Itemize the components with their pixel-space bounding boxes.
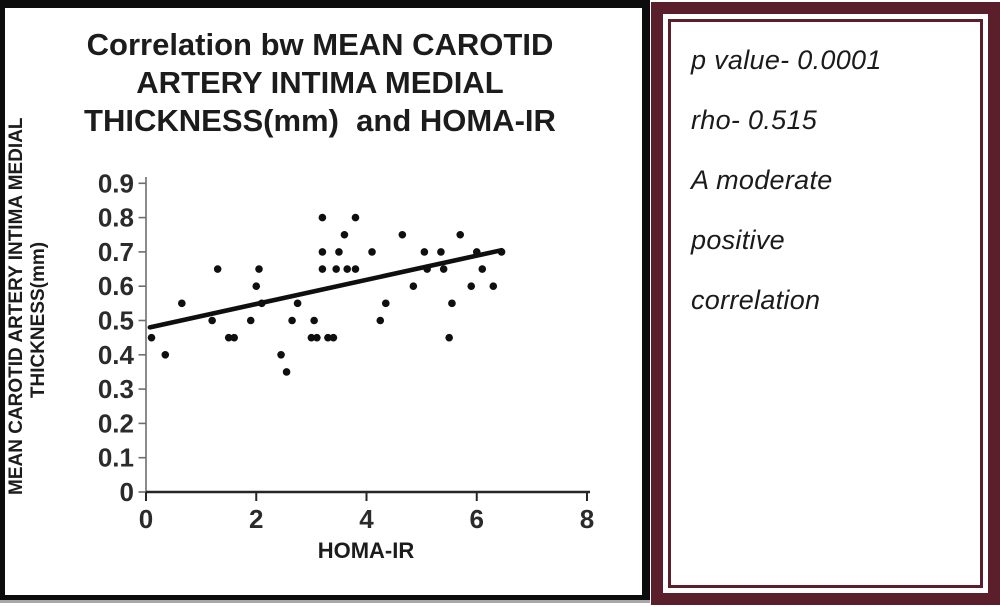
stats-panel: p value- 0.0001 rho- 0.515 A moderate po…: [651, 2, 1000, 605]
x-axis-title: HOMA-IR: [317, 538, 415, 563]
y-axis-title-line-2: THICKNESS(mm): [28, 241, 49, 399]
stats-note-line-3: correlation: [691, 285, 821, 315]
y-axis-title-line-1: MEAN CAROTID ARTERY INTIMA MEDIAL: [6, 117, 27, 495]
stats-rho-value: rho- 0.515: [691, 105, 818, 135]
chart-title-line-2: ARTERY INTIMA MEDIAL: [136, 65, 504, 100]
stats-panel-inner: p value- 0.0001 rho- 0.515 A moderate po…: [668, 19, 983, 588]
y-axis-title: MEAN CAROTID ARTERY INTIMA MEDIAL THICKN…: [6, 117, 50, 495]
chart-title-line-3: THICKNESS(mm) and HOMA-IR: [84, 103, 556, 138]
chart-title-line-1: Correlation bw MEAN CAROTID: [86, 27, 554, 62]
chart-title: Correlation bw MEAN CAROTID ARTERY INTIM…: [30, 26, 610, 140]
chart-panel-shadow: [0, 600, 650, 603]
stats-note-line-1: A moderate: [691, 165, 833, 195]
stats-note-line-2: positive: [691, 225, 785, 255]
stats-p-value: p value- 0.0001: [691, 45, 882, 75]
